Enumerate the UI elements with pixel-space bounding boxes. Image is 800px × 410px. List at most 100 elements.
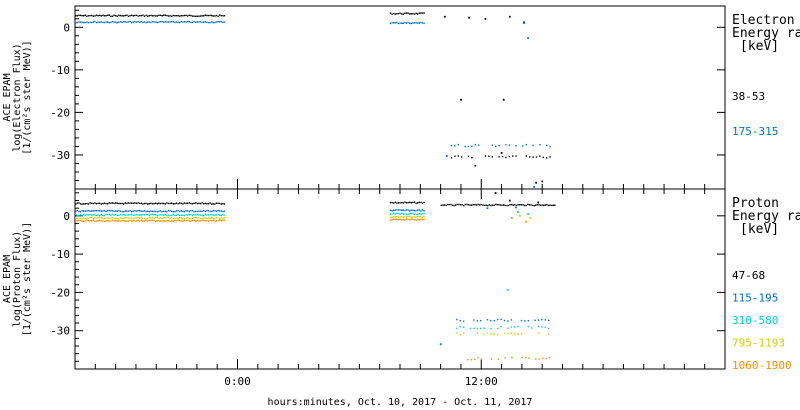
data-point bbox=[522, 145, 524, 147]
panel-0-ylabel-line: [1/(cm²s ster MeV)] bbox=[22, 40, 33, 154]
data-point bbox=[79, 14, 82, 17]
data-point bbox=[450, 203, 452, 206]
data-point bbox=[190, 21, 192, 24]
data-point bbox=[115, 217, 117, 219]
data-point bbox=[177, 15, 179, 17]
data-point bbox=[507, 320, 509, 322]
data-point bbox=[113, 217, 115, 220]
data-point bbox=[123, 203, 125, 205]
data-point bbox=[532, 144, 534, 147]
data-point bbox=[203, 214, 205, 217]
data-point bbox=[499, 204, 502, 206]
data-point bbox=[476, 327, 478, 330]
data-point bbox=[203, 15, 205, 17]
data-point bbox=[158, 202, 160, 204]
data-point bbox=[182, 217, 184, 220]
data-point bbox=[402, 13, 404, 15]
data-point bbox=[196, 15, 198, 17]
data-point bbox=[121, 15, 123, 17]
data-point bbox=[187, 219, 189, 221]
data-point bbox=[102, 220, 104, 222]
data-point bbox=[511, 203, 513, 206]
data-point bbox=[399, 202, 401, 204]
data-point bbox=[131, 220, 133, 222]
data-point bbox=[193, 216, 195, 219]
data-point bbox=[410, 216, 412, 218]
data-point bbox=[140, 202, 142, 204]
data-point bbox=[546, 157, 548, 159]
data-point bbox=[543, 204, 545, 207]
data-point bbox=[179, 216, 181, 219]
data-point bbox=[185, 217, 187, 219]
data-point bbox=[505, 144, 507, 146]
data-point bbox=[180, 15, 182, 17]
data-point bbox=[83, 21, 85, 24]
data-point bbox=[204, 210, 206, 213]
data-point bbox=[522, 204, 524, 206]
data-point bbox=[187, 202, 189, 204]
data-point bbox=[222, 21, 224, 24]
data-point bbox=[500, 326, 502, 328]
data-point bbox=[153, 21, 155, 23]
data-point bbox=[166, 202, 168, 204]
data-point bbox=[113, 14, 115, 16]
data-point bbox=[116, 220, 118, 222]
data-point bbox=[196, 213, 198, 216]
data-point bbox=[159, 220, 162, 222]
legend-entry-38-53: 38-53 bbox=[732, 90, 765, 103]
data-point bbox=[207, 210, 210, 212]
data-point bbox=[190, 213, 192, 216]
data-point bbox=[87, 210, 90, 212]
data-point bbox=[150, 21, 152, 24]
data-point bbox=[161, 220, 163, 222]
legend-entry-310-580: 310-580 bbox=[732, 314, 778, 327]
data-point bbox=[527, 37, 529, 39]
data-point bbox=[137, 216, 139, 219]
data-point bbox=[421, 216, 424, 218]
data-point bbox=[124, 217, 126, 219]
data-point bbox=[148, 203, 150, 205]
data-point bbox=[79, 219, 82, 222]
data-point bbox=[135, 220, 138, 222]
data-point bbox=[508, 155, 510, 158]
data-point bbox=[459, 334, 461, 336]
data-point bbox=[153, 202, 155, 205]
data-point bbox=[402, 22, 404, 24]
chart-data-layer bbox=[75, 12, 556, 361]
data-point bbox=[209, 14, 211, 17]
data-point bbox=[190, 210, 192, 212]
data-point bbox=[541, 180, 544, 183]
data-point bbox=[148, 210, 150, 213]
data-point bbox=[100, 21, 102, 23]
data-point bbox=[76, 220, 78, 222]
data-point bbox=[78, 219, 80, 221]
data-point bbox=[76, 15, 78, 17]
data-point bbox=[415, 216, 417, 218]
data-point bbox=[180, 220, 182, 222]
data-point bbox=[159, 217, 162, 219]
data-point bbox=[156, 203, 158, 205]
data-point bbox=[204, 21, 206, 23]
data-point bbox=[166, 211, 168, 213]
data-point bbox=[420, 213, 422, 215]
data-point bbox=[222, 213, 224, 216]
data-point bbox=[89, 14, 91, 17]
data-point bbox=[115, 202, 117, 204]
data-point bbox=[166, 220, 168, 222]
data-point bbox=[158, 217, 160, 220]
data-point bbox=[95, 214, 98, 217]
data-point bbox=[161, 21, 163, 23]
data-point bbox=[466, 203, 468, 206]
data-point bbox=[453, 204, 455, 207]
data-point bbox=[81, 203, 83, 205]
data-point bbox=[405, 213, 408, 216]
data-point bbox=[140, 216, 142, 219]
data-point bbox=[405, 209, 408, 211]
data-point bbox=[389, 213, 392, 215]
data-point bbox=[195, 21, 197, 23]
data-point bbox=[402, 219, 404, 221]
data-point bbox=[97, 21, 99, 23]
data-point bbox=[177, 219, 179, 222]
data-point bbox=[105, 210, 107, 213]
data-point bbox=[542, 156, 544, 159]
